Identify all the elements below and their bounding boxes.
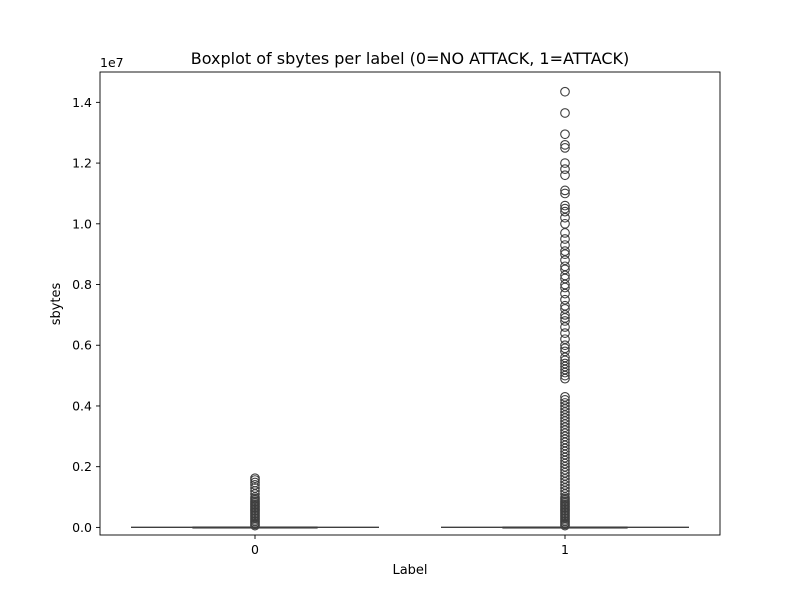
y-tick-label: 1.4 [72, 95, 92, 110]
outlier-point [560, 108, 570, 118]
outlier-point [560, 294, 570, 305]
outlier-point [560, 395, 570, 405]
plot-content [131, 86, 689, 531]
plot-frame [99, 71, 721, 536]
outlier-point [560, 164, 570, 175]
outlier-point [560, 203, 570, 214]
outlier-point [560, 328, 570, 338]
y-tick-label: 1.0 [72, 216, 92, 231]
y-tick-label: 0.6 [72, 338, 92, 353]
outlier-point [560, 346, 570, 357]
outlier-point [560, 170, 570, 181]
outlier-point [250, 480, 260, 490]
outlier-point [560, 143, 570, 153]
outlier-point [250, 483, 260, 493]
outlier-point [560, 206, 570, 217]
y-tick-label: 0.4 [72, 398, 92, 413]
outlier-point [560, 140, 570, 150]
outlier-point [250, 477, 260, 488]
y-tick-label: 0.8 [72, 277, 92, 292]
outlier-point [560, 129, 570, 140]
outlier-point [560, 334, 570, 345]
outlier-point [560, 158, 570, 168]
outlier-point [560, 188, 570, 199]
y-tick-label: 0.2 [72, 459, 92, 474]
outlier-point [560, 261, 570, 272]
outlier-point [560, 358, 570, 369]
outlier-point [560, 234, 570, 244]
outlier-point [560, 398, 570, 408]
outlier-point [560, 316, 570, 326]
outlier-point [560, 246, 570, 256]
y-axis-label: sbytes [49, 282, 64, 325]
outlier-point [560, 392, 570, 402]
y-tick-label: 0.0 [72, 520, 92, 535]
outlier-point [560, 218, 570, 229]
y-tick-label: 1.2 [72, 156, 92, 171]
outlier-point [250, 473, 260, 484]
box-group-1 [441, 86, 689, 531]
outlier-point [560, 86, 570, 97]
ticks-layer: 0.0 0.2 0.4 0.6 0.8 1.0 1.2 1.4 0 1 [72, 95, 569, 557]
outlier-point [560, 340, 570, 351]
chart-title: Boxplot of sbytes per label (0=NO ATTACK… [191, 49, 630, 68]
outlier-point [560, 200, 570, 211]
outlier-point [560, 185, 570, 196]
y-offset-label: 1e7 [100, 55, 124, 70]
box-group-0 [131, 473, 379, 531]
x-tick-label: 1 [561, 542, 569, 557]
x-tick-label: 0 [251, 542, 259, 557]
x-axis-label: Label [392, 563, 427, 578]
outlier-point [560, 300, 570, 311]
outlier-point [560, 240, 570, 250]
